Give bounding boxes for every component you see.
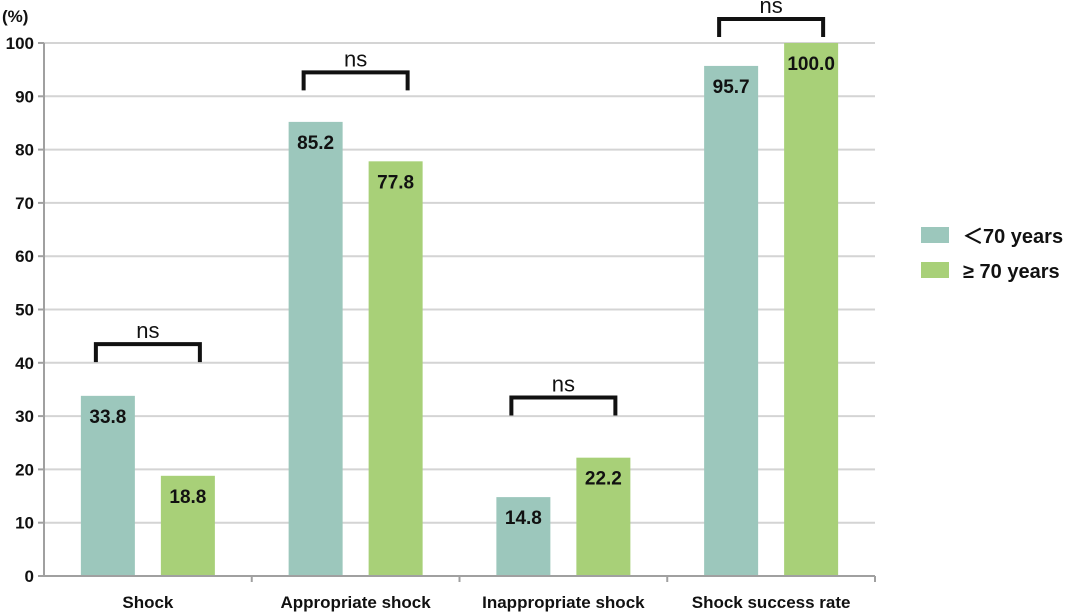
significance-bracket	[509, 395, 618, 416]
gridlines	[44, 42, 875, 524]
y-tick-label: 20	[15, 460, 34, 479]
legend-swatch	[921, 227, 949, 243]
x-tick-label: Appropriate shock	[281, 593, 432, 612]
significance-label: ns	[760, 0, 783, 18]
bar	[288, 121, 343, 576]
y-tick-label: 90	[15, 87, 34, 106]
data-label: 95.7	[713, 77, 750, 98]
legend: ＜70 years ≥ 70 years	[921, 226, 1063, 283]
y-tick-label: 30	[15, 407, 34, 426]
x-tick-label: Shock	[122, 593, 174, 612]
significance-bracket	[93, 342, 202, 363]
bar	[704, 65, 759, 576]
significance-label: ns	[344, 46, 367, 71]
bar	[576, 457, 631, 576]
data-label: 22.2	[585, 469, 622, 490]
bar	[784, 43, 839, 576]
significance-label: ns	[552, 371, 575, 396]
data-label: 18.8	[169, 487, 206, 508]
y-axis-label: (%)	[2, 7, 28, 26]
y-tick-label: 50	[15, 301, 34, 320]
data-label: 85.2	[297, 133, 334, 154]
significance-label: ns	[136, 318, 159, 343]
y-tick-label: 60	[15, 247, 34, 266]
y-tick-label: 80	[15, 141, 34, 160]
x-tick-label: Inappropriate shock	[482, 593, 645, 612]
y-tick-label: 40	[15, 354, 34, 373]
axes: 0 10 20 30 40 50 60 70 80 90 100 Shock Appropriate s…	[6, 34, 876, 612]
y-tick-label: 0	[25, 567, 34, 586]
bar	[80, 395, 135, 576]
data-label: 77.8	[377, 172, 414, 193]
data-label: 14.8	[505, 508, 542, 529]
y-tick-label: 70	[15, 194, 34, 213]
data-label: 33.8	[89, 407, 126, 428]
significance-bracket	[301, 70, 410, 91]
data-label: 100.0	[787, 54, 835, 75]
x-tick-label: Shock success rate	[692, 593, 851, 612]
legend-label: ＜70 years	[963, 226, 1063, 248]
y-tick-label: 10	[15, 514, 34, 533]
legend-label: ≥ 70 years	[963, 261, 1060, 283]
bars: 33.8 18.8 ns 85.2 77.8 ns 14.8 22.2 ns 95.7 100.0 n…	[80, 0, 839, 577]
y-tick-label: 100	[6, 34, 34, 53]
bar	[368, 161, 423, 577]
legend-swatch	[921, 262, 949, 278]
bar	[496, 497, 551, 576]
bar	[160, 475, 215, 576]
significance-bracket	[717, 17, 826, 38]
